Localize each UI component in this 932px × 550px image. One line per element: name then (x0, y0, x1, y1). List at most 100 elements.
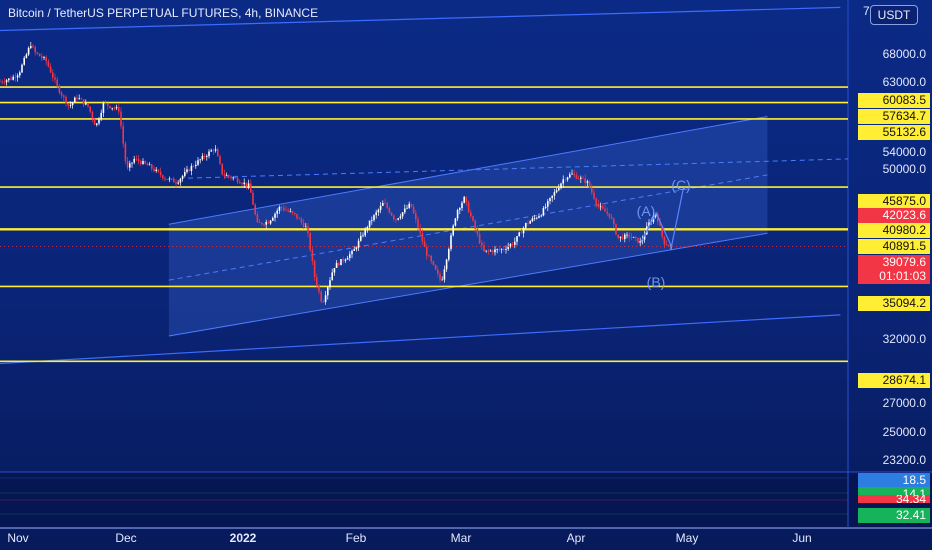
candle-body (412, 206, 415, 214)
candle-body (309, 233, 311, 251)
candle-body (639, 241, 641, 243)
candle-body (593, 192, 595, 199)
candle-body (417, 219, 419, 229)
candle-body (206, 156, 208, 157)
candle-body (659, 221, 661, 226)
candle-body (353, 249, 355, 251)
candle-body (10, 78, 12, 80)
candle-body (382, 203, 384, 206)
candle-body (82, 99, 85, 105)
candle-body (665, 244, 668, 246)
candle-body (201, 155, 204, 160)
channel-line (0, 6, 841, 32)
candle-body (19, 72, 21, 76)
wave-label-b: (B) (646, 274, 666, 290)
candle-body (30, 46, 32, 48)
indicator-pane (0, 472, 932, 528)
candle-body (487, 250, 490, 252)
candle-body (368, 220, 371, 228)
price-axis-tick: 25000.0 (882, 425, 926, 439)
candle-body (529, 221, 531, 224)
candle-body (311, 250, 314, 262)
candle-body (632, 236, 635, 238)
candle-body (69, 105, 72, 106)
channel-midline (168, 174, 768, 281)
candle-body (582, 177, 584, 179)
candle-body (498, 249, 501, 250)
price-axis-tick: 68000.0 (882, 47, 926, 61)
candle-body (173, 178, 175, 183)
candle-body (34, 47, 36, 53)
candle-body (256, 214, 259, 223)
candle-body (538, 216, 540, 218)
candle-body (27, 47, 30, 55)
channel-line (168, 232, 768, 337)
candle-body (285, 209, 287, 211)
candle-body (175, 182, 177, 184)
candle-body (89, 106, 91, 112)
candle-body (159, 171, 162, 176)
candle-body (274, 213, 276, 218)
candle-body (245, 182, 248, 187)
candle-body (522, 227, 525, 234)
candle-body (606, 211, 608, 214)
candle-body (340, 259, 342, 266)
candle-body (102, 102, 105, 113)
candle-body (23, 57, 25, 65)
candle-body (3, 82, 6, 83)
candle-body (595, 198, 597, 204)
candle-body (342, 259, 344, 261)
candle-body (300, 218, 303, 223)
candle-body (588, 181, 591, 188)
candle-body (562, 179, 564, 184)
candle-body (302, 222, 305, 227)
candle-body (54, 77, 56, 80)
candle-body (133, 158, 135, 163)
candle-body (47, 61, 50, 67)
candle-body (377, 209, 380, 213)
candle-body (52, 72, 54, 78)
candle-body (203, 155, 206, 157)
currency-selector-button[interactable]: USDT (870, 5, 918, 25)
candle-body (58, 85, 61, 93)
candle-body (236, 178, 239, 183)
candle-body (509, 244, 512, 247)
candle-body (333, 267, 336, 273)
candle-body (360, 235, 362, 241)
candle-body (162, 175, 164, 179)
candle-body (232, 177, 234, 179)
candle-body (474, 220, 476, 229)
candle-body (144, 161, 146, 164)
candle-body (648, 222, 650, 227)
candle-body (146, 163, 149, 166)
indicator-badge: 34.34 (858, 495, 930, 503)
candle-body (553, 192, 556, 196)
candle-body (283, 207, 285, 210)
candle-body (624, 234, 626, 240)
candle-body (131, 162, 133, 164)
candle-body (630, 237, 633, 238)
time-axis-tick: 2022 (229, 531, 257, 545)
candle-body (179, 178, 182, 183)
candle-body (322, 301, 325, 303)
candle-body (320, 291, 322, 302)
candle-body (476, 228, 479, 234)
candle-body (140, 161, 142, 165)
candle-body (668, 245, 670, 246)
candle-body (410, 203, 413, 207)
candle-body (357, 240, 360, 248)
candle-body (188, 169, 190, 172)
candle-body (575, 174, 578, 179)
candle-body (373, 215, 375, 221)
candle-body (14, 76, 17, 78)
candle-body (181, 175, 184, 179)
candle-body (496, 249, 498, 250)
candle-body (514, 241, 516, 245)
candle-body (164, 178, 166, 180)
channel-line (0, 314, 841, 365)
candle-body (254, 204, 256, 215)
candle-body (56, 79, 58, 86)
candle-body (384, 203, 386, 204)
